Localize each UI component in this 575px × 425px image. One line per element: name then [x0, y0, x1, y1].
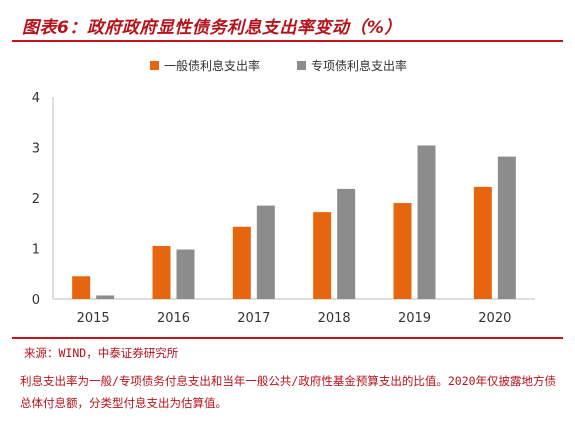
y-axis-ticks: 0 1 2 3 4: [32, 91, 40, 308]
bar-general-debt-2016: [152, 245, 171, 299]
legend-swatch-general-debt: [150, 61, 159, 70]
bar-general-debt-2020: [473, 186, 492, 299]
x-tick-label: 2019: [398, 311, 431, 326]
title-divider: [12, 40, 563, 42]
bar-general-debt-2018: [313, 212, 332, 299]
y-tick-label: 0: [32, 293, 40, 308]
bar-special-debt-2020: [497, 156, 516, 299]
bars: [72, 145, 516, 299]
bar-general-debt-2015: [72, 276, 91, 299]
bar-special-debt-2017: [256, 205, 275, 299]
footnote-text: 利息支出率为一般/专项债务付息支出和当年一般公共/政府性基金预算支出的比值。20…: [20, 374, 557, 410]
y-tick-label: 2: [32, 192, 40, 207]
bar-general-debt-2017: [232, 226, 251, 299]
x-tick-label: 2017: [237, 311, 270, 326]
bar-special-debt-2016: [176, 249, 195, 299]
x-axis-ticks: 2015 2016 2017 2018 2019 2020: [77, 311, 512, 326]
x-tick-label: 2018: [318, 311, 351, 326]
x-tick-label: 2016: [157, 311, 190, 326]
legend-swatch-special-debt: [297, 61, 306, 70]
legend-label-general-debt: 一般债利息支出率: [164, 58, 260, 73]
y-tick-label: 3: [32, 142, 40, 157]
footer-divider: [12, 337, 563, 339]
x-tick-label: 2015: [77, 311, 110, 326]
bar-special-debt-2015: [96, 295, 115, 299]
bar-chart: 一般债利息支出率 专项债利息支出率 0 1 2 3 4 2015 2016 2017 2018…: [32, 58, 535, 326]
chart-title: 图表6：政府政府显性债务利息支出率变动（%）: [22, 18, 402, 38]
y-tick-label: 1: [32, 243, 40, 258]
legend: 一般债利息支出率 专项债利息支出率: [150, 58, 407, 73]
bar-special-debt-2018: [337, 188, 356, 299]
bar-general-debt-2019: [393, 203, 412, 299]
x-tick-label: 2020: [478, 311, 511, 326]
legend-label-special-debt: 专项债利息支出率: [311, 58, 407, 73]
y-tick-label: 4: [32, 91, 40, 106]
source-text: 来源：WIND，中泰证券研究所: [24, 346, 179, 360]
bar-special-debt-2019: [417, 145, 436, 299]
